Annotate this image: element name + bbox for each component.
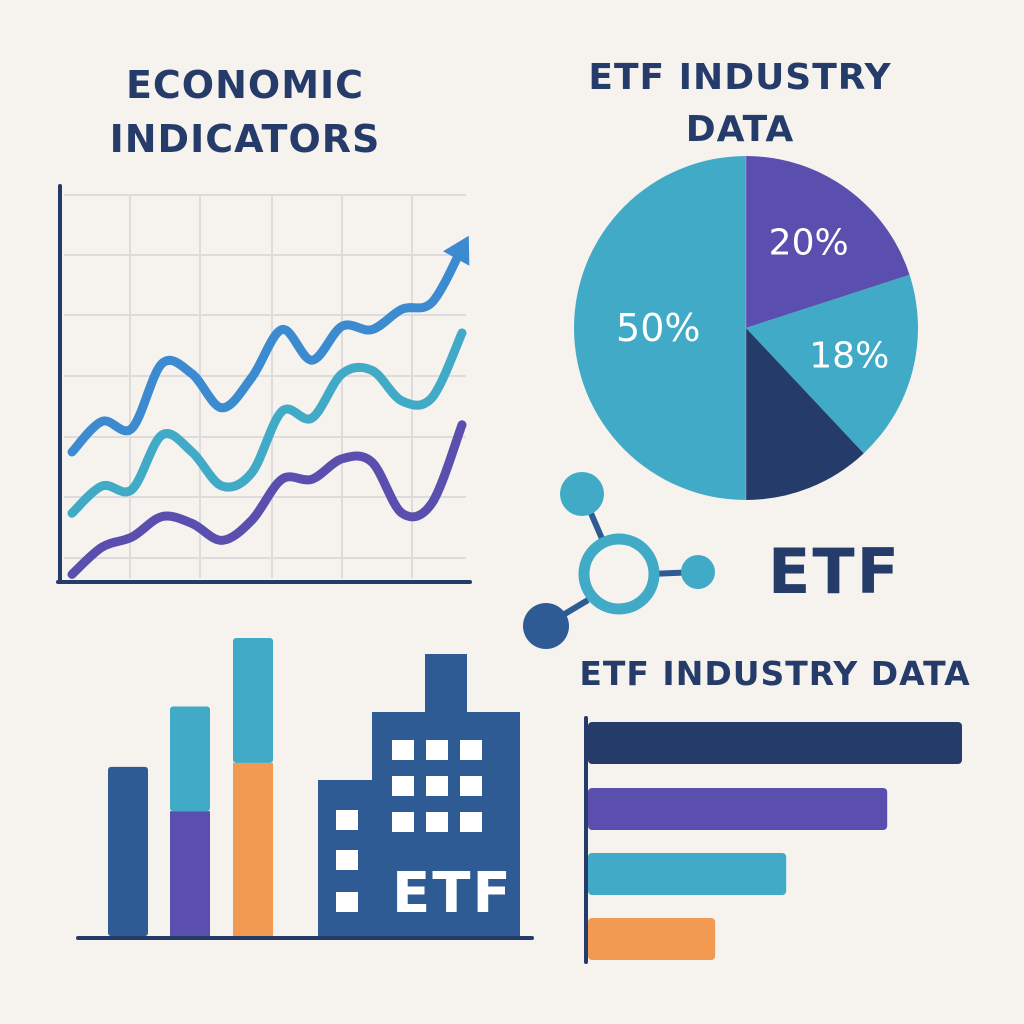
line-series-1	[67, 328, 467, 518]
node-hub	[578, 533, 660, 615]
office-building-icon	[318, 654, 520, 938]
horizontal-bars	[588, 722, 962, 960]
window-1	[392, 776, 414, 796]
pie-slice-1	[746, 274, 918, 454]
window-10	[336, 850, 358, 870]
pie-title-line-1: ETF INDUSTRY	[588, 57, 892, 98]
building-tower-top	[425, 654, 467, 718]
bar-1-segment-0	[108, 766, 148, 936]
etf-label: ETF	[768, 535, 901, 608]
pie-slice-2	[746, 328, 864, 500]
node-left	[523, 603, 569, 649]
line-series-0	[67, 243, 467, 457]
building-windows	[336, 740, 482, 912]
hbar-3	[588, 853, 787, 895]
window-11	[336, 892, 358, 912]
hbar-1	[588, 722, 962, 764]
pie-title-line-2: DATA	[685, 109, 795, 150]
bar-2-segment-1	[170, 811, 210, 936]
line-chart-axes	[56, 184, 472, 584]
economic-indicators-title: ECONOMIC INDICATORS	[109, 63, 381, 161]
pie-label-1: 18%	[809, 336, 889, 377]
arrow-head-icon	[443, 235, 470, 266]
node-top	[560, 472, 604, 516]
pie-label-0: 20%	[769, 223, 849, 264]
window-6	[460, 740, 482, 760]
etf-industry-data-pie-title: ETF INDUSTRY DATA	[560, 52, 920, 156]
pie-slice-3	[574, 156, 746, 500]
window-4	[426, 776, 448, 796]
bar-3-segment-2	[233, 762, 273, 936]
building-etf-label: ETF	[392, 861, 513, 926]
window-5	[426, 812, 448, 832]
pie-slice-0	[746, 156, 910, 328]
bar-2-segment-3	[170, 706, 210, 812]
hbar-4	[588, 918, 716, 960]
vertical-bars	[108, 638, 273, 936]
pie-label-3: 50%	[616, 306, 700, 350]
line-chart-series	[67, 235, 470, 579]
window-8	[460, 812, 482, 832]
bar-3-segment-3	[233, 638, 273, 763]
hbar-2	[588, 788, 888, 830]
window-3	[426, 740, 448, 760]
node-right	[681, 555, 715, 589]
pie-slices	[574, 156, 918, 500]
etf-industry-data-bar-title: ETF INDUSTRY DATA	[579, 654, 971, 693]
window-0	[392, 740, 414, 760]
line-series-2	[67, 420, 467, 579]
pie-labels: 20% 18% 50%	[616, 223, 889, 377]
window-2	[392, 812, 414, 832]
window-7	[460, 776, 482, 796]
window-9	[336, 810, 358, 830]
